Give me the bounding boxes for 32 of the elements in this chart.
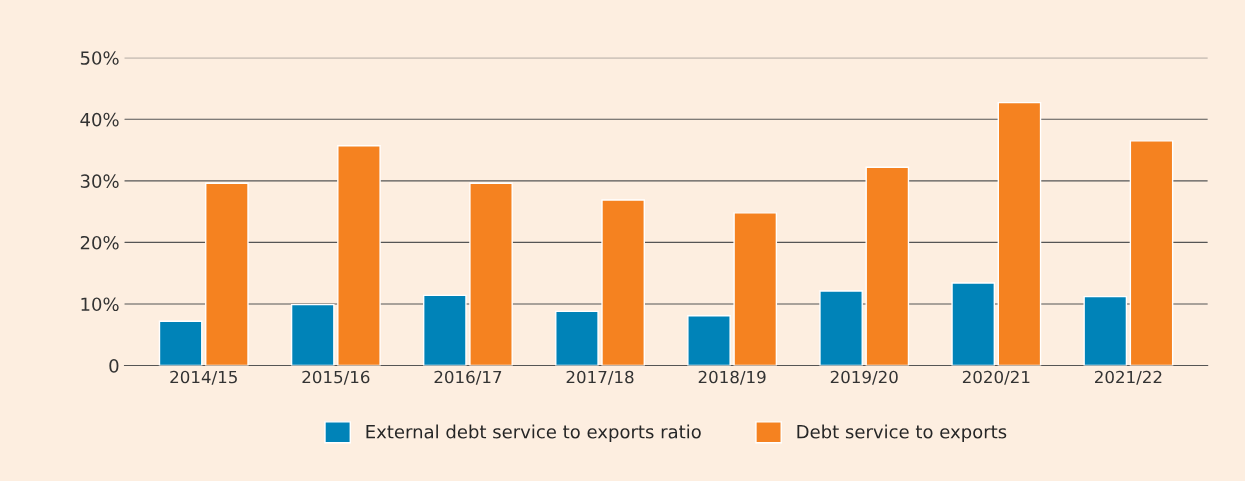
y-tick-label: 0 <box>109 359 119 373</box>
y-tick-label: 30% <box>80 174 119 188</box>
legend-label: Debt service to exports <box>797 424 1007 443</box>
x-tick-label: 2020/21 <box>962 370 1030 385</box>
bar <box>290 303 335 366</box>
bar <box>469 182 513 366</box>
x-tick-label: 2021/22 <box>1095 370 1162 385</box>
y-tick-label: 40% <box>80 112 119 127</box>
x-tick-label: 2017/18 <box>566 370 634 385</box>
y-tick-label: 10% <box>81 297 119 312</box>
bar <box>687 314 731 366</box>
bar <box>1129 140 1174 366</box>
y-tick-label: 50% <box>80 51 119 65</box>
bar <box>337 145 381 366</box>
bar <box>733 212 778 366</box>
bar <box>819 290 863 366</box>
x-tick-label: 2019/20 <box>830 370 898 385</box>
y-tick-label: 20% <box>80 235 119 250</box>
x-tick-label: 2018/19 <box>698 370 766 385</box>
bar <box>158 320 203 366</box>
bar <box>997 101 1042 366</box>
x-tick-label: 2015/16 <box>302 370 370 385</box>
bar <box>422 294 467 366</box>
x-tick-label: 2016/17 <box>434 370 502 385</box>
x-tick-label: 2014/15 <box>170 370 237 385</box>
bar <box>1083 295 1128 366</box>
bar <box>951 282 996 366</box>
bar <box>205 182 249 366</box>
bar <box>601 199 645 366</box>
bar <box>555 310 599 366</box>
legend-label: External debt service to exports ratio <box>366 424 701 443</box>
bar <box>865 166 910 366</box>
